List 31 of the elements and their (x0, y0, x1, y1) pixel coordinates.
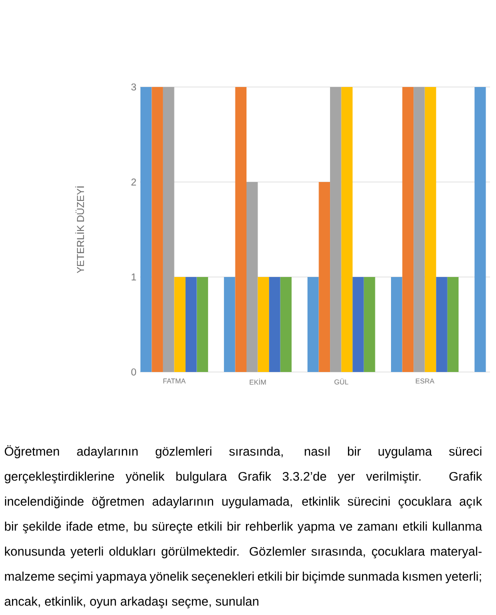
bar (140, 86, 152, 372)
bar (224, 276, 236, 372)
y-tick-label: 0 (131, 368, 136, 376)
bar (341, 86, 353, 372)
bar (152, 86, 163, 372)
bar (196, 276, 208, 372)
bar (235, 86, 247, 372)
bar (352, 276, 364, 372)
bar (186, 276, 197, 372)
bar (162, 86, 174, 372)
bar (402, 86, 414, 372)
bar (269, 276, 280, 372)
y-tick-label: 2 (131, 178, 136, 186)
bar (447, 276, 459, 372)
bar (391, 276, 402, 372)
text: Öğretmen adaylarının gözlemleri sırasında, nasıl bir uygulama süreci gerçekleştirdiklerine yönelik bulgulara Grafik 3.3.2’de yer verilmiştir. Grafik incelendiğinde öğretmen adaylarının uygulamada, etkinlik sürecini çocuklara açık bir şekilde ifade etme, bu süreçte etkili bir rehberlik yapma ve zamanı etkili kullanma konusunda yeterli oldukları görülmektedir. Gözlemler sırasında, çocuklara materyal-malzeme seçimi yapmaya yönelik seçenekleri etkili bir biçimde sunmada kısmen yeterli; ancak, etkinlik, oyun arkadaşı seçme, sunulan (4, 445, 482, 608)
bar (318, 182, 330, 372)
y-tick-label: 3 (131, 83, 136, 91)
bar (474, 86, 486, 372)
bar (364, 276, 376, 372)
bar (307, 276, 319, 372)
bar (436, 276, 448, 372)
bar (174, 276, 186, 372)
bar (258, 276, 270, 372)
bar (246, 182, 258, 372)
y-tick-label: 1 (132, 274, 136, 280)
bar (330, 86, 342, 372)
bar (414, 86, 425, 372)
bar (424, 86, 436, 372)
y-axis-title: YETERLİK DÜZEYİ (75, 186, 84, 274)
bar (280, 276, 292, 372)
